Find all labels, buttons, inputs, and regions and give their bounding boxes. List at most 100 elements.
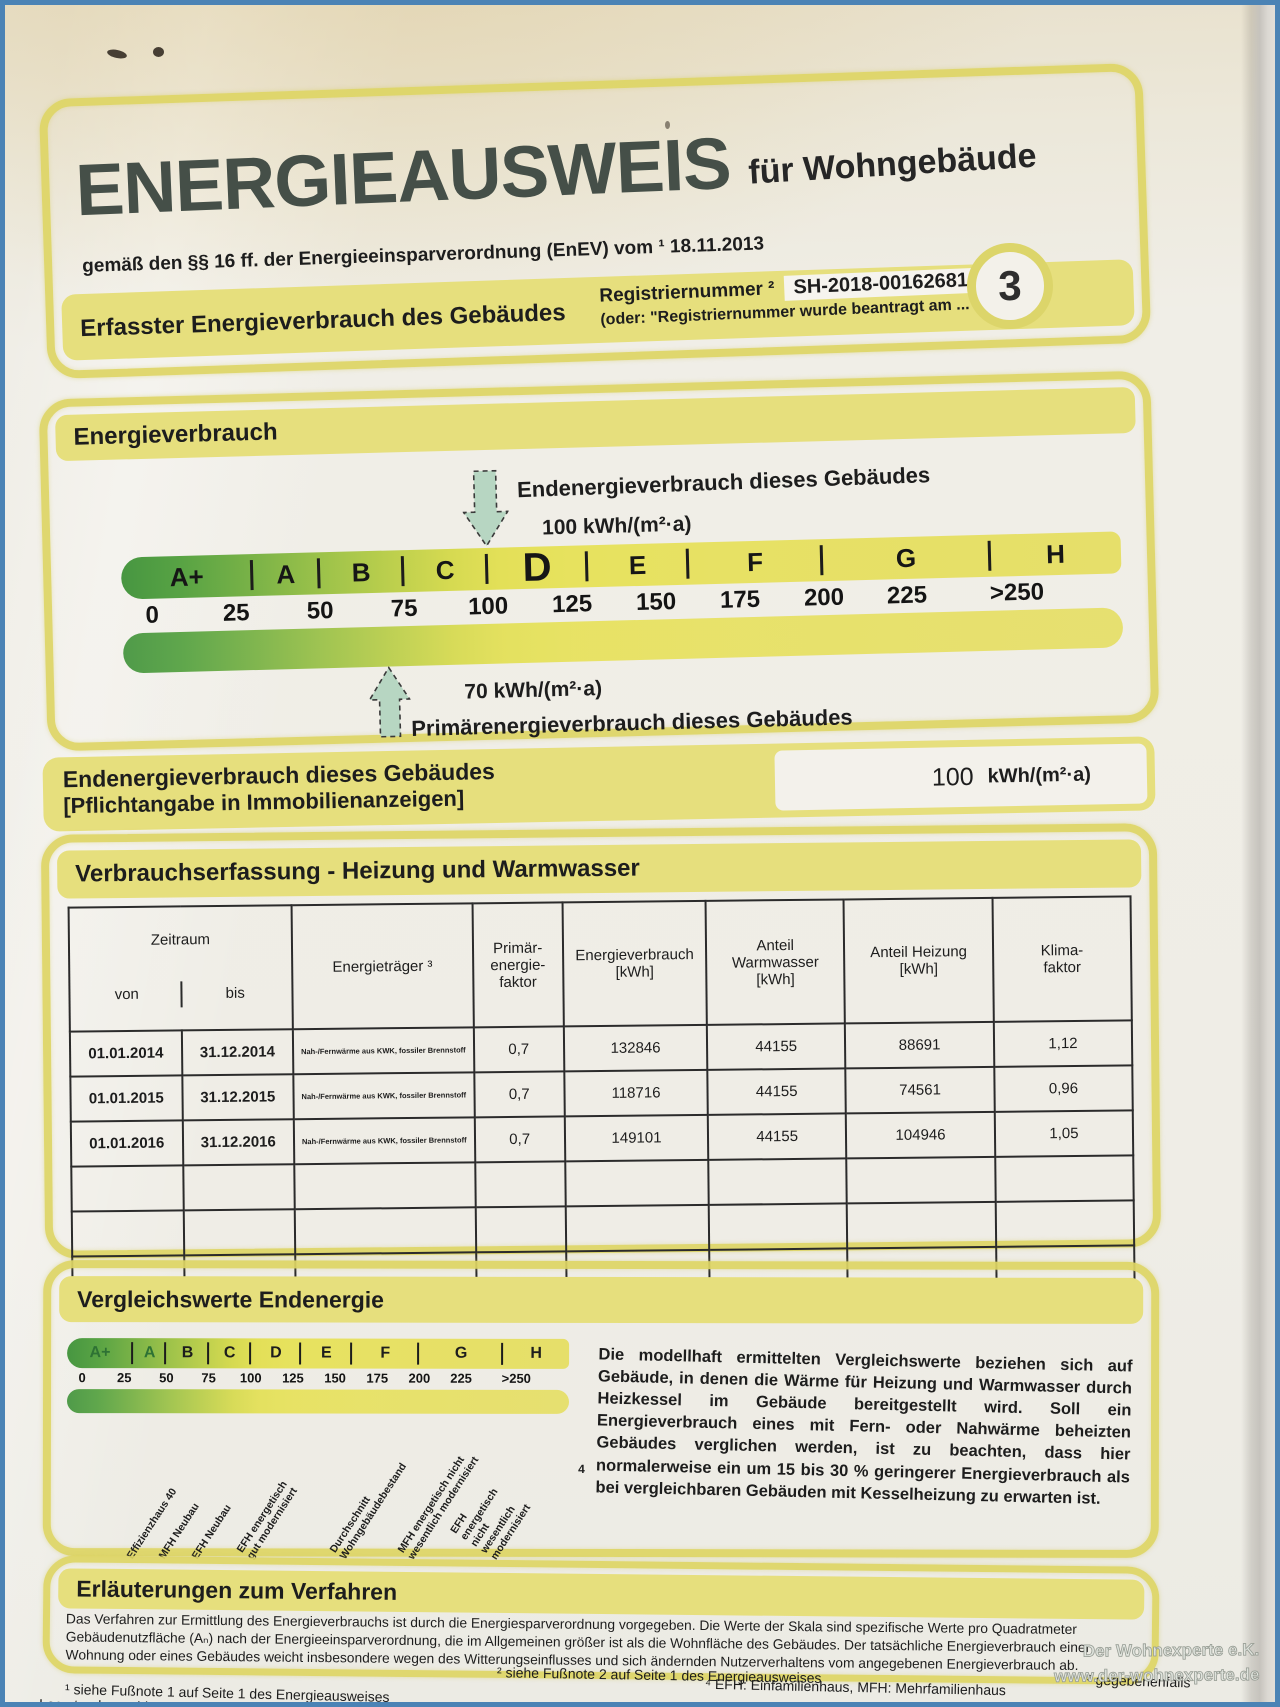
registration-label: Registriernummer ² <box>598 278 775 307</box>
comparison-class-bar: A+ A B C D E F G H <box>67 1338 570 1369</box>
cell-carrier: Nah-/Fernwärme aus KWK, fossiler Brennst… <box>292 1027 474 1075</box>
energy-class-segment: B <box>319 550 404 594</box>
cell-to: 31.12.2015 <box>181 1074 294 1121</box>
comparison-scale: A+ A B C D E F G H 0 25 50 75 100 125 150 175 200 225 >250 <box>66 1338 570 1414</box>
comparison-tick-value: 50 <box>159 1370 174 1386</box>
col-header-warm-water: Anteil Warmwasser [kWh] <box>705 899 846 1025</box>
comparison-tick-value: 75 <box>201 1370 216 1386</box>
energy-class-segment: F <box>688 539 823 584</box>
energy-class-segment: C <box>403 548 488 592</box>
cell-primary-factor: 0,7 <box>474 1116 566 1163</box>
energy-class-letter: B <box>351 556 371 587</box>
page-title-suffix: für Wohngebäude <box>747 136 1038 192</box>
comparison-class-segment: D <box>251 1338 301 1368</box>
cell-climate-factor: 1,12 <box>993 1020 1133 1067</box>
comparison-tick-value: 125 <box>282 1370 304 1386</box>
comparison-body: A+ A B C D E F G H 0 25 50 75 100 125 150 175 200 225 >250… <box>51 1330 1151 1569</box>
comparison-class-segment: A <box>133 1338 167 1368</box>
energy-consumption-section: Energieverbrauch Endenergieverbrauch die… <box>38 370 1160 752</box>
comparison-class-segment: C <box>209 1338 251 1368</box>
scale-tick-value: 125 <box>551 590 593 619</box>
energy-class-segment: D <box>487 545 588 590</box>
energy-class-letter: C <box>435 554 455 585</box>
col-header-carrier: Energieträger ³ <box>291 903 474 1030</box>
cell-from: 01.01.2016 <box>70 1120 183 1167</box>
cell-carrier: Nah-/Fernwärme aus KWK, fossiler Brennst… <box>293 1072 475 1120</box>
dust-speck <box>153 47 164 57</box>
comparison-tick-value: 100 <box>239 1370 262 1386</box>
scale-tick-value: 0 <box>145 601 160 629</box>
cell-primary-factor: 0,7 <box>473 1071 565 1118</box>
title-row: ENERGIEAUSWEIS für Wohngebäude <box>74 114 1038 232</box>
comparison-class-segment: B <box>166 1338 208 1368</box>
col-header-consumption: Energieverbrauch [kWh] <box>562 900 707 1027</box>
comparison-class-segment: G <box>419 1339 503 1369</box>
comparison-tick-value: 25 <box>117 1370 132 1386</box>
col-header-period: Zeitraum von bis <box>68 905 293 1032</box>
consumption-table: Zeitraum von bis Energieträger ³ Primär-… <box>68 895 1136 1302</box>
cell-from: 01.01.2015 <box>70 1075 183 1122</box>
header-section: ENERGIEAUSWEIS für Wohngebäude gemäß den… <box>38 62 1152 380</box>
comparison-paragraph: Die modellhaft ermittelten Vergleichswer… <box>595 1345 1133 1508</box>
scale-tick-value: >250 <box>989 578 1045 607</box>
comparison-markers: Effizienzhaus 40 MFH Neubau EFH Neubau EFH … <box>67 1415 569 1568</box>
end-energy-label: Endenergieverbrauch dieses Gebäudes <box>516 462 931 503</box>
energy-class-segment: E <box>587 543 689 588</box>
mandatory-value-box: 100 kWh/(m²·a) <box>774 743 1148 811</box>
mandatory-unit: kWh/(m²·a) <box>987 763 1092 788</box>
end-energy-value: 100 kWh/(m²·a) <box>541 512 692 540</box>
consumption-section-title: Verbrauchserfassung - Heizung und Warmwa… <box>56 839 1142 899</box>
energy-class-letter: F <box>746 546 764 577</box>
comparison-class-segment: H <box>503 1339 569 1369</box>
mandatory-label: Endenergieverbrauch dieses Gebäudes [Pfl… <box>63 758 496 819</box>
cell-consumption: 149101 <box>564 1114 709 1162</box>
cell-warm-water: 44155 <box>707 1068 846 1115</box>
cell-climate-factor: 1,05 <box>994 1110 1134 1157</box>
energy-class-segment: A <box>252 552 320 596</box>
comparison-marker-label: EFH energetisch gut modernisiert <box>234 1478 301 1562</box>
comparison-class-letter: E <box>320 1344 332 1362</box>
comparison-class-letter: F <box>380 1344 391 1362</box>
col-header-climate-factor: Klima- faktor <box>992 896 1132 1022</box>
energy-section-title: Energieverbrauch <box>54 386 1136 462</box>
comparison-class-letter: G <box>454 1344 468 1362</box>
period-subheaders: von bis <box>73 980 288 1009</box>
cell-from: 01.01.2014 <box>69 1030 182 1077</box>
comparison-class-letter: C <box>223 1344 236 1362</box>
energy-class-segment: G <box>822 535 991 581</box>
scale-tick-value: 175 <box>719 585 761 614</box>
energy-class-letter: A <box>275 558 296 589</box>
col-header-from: von <box>73 981 183 1009</box>
comparison-tick-value: 0 <box>78 1370 86 1386</box>
regulation-subtitle: gemäß den §§ 16 ff. der Energieeinsparve… <box>81 233 765 278</box>
cell-primary-factor: 0,7 <box>473 1026 565 1073</box>
comparison-scale-ticks: 0 25 50 75 100 125 150 175 200 225 >250 <box>67 1368 569 1390</box>
dust-speck <box>665 121 670 129</box>
comparison-class-letter: A+ <box>89 1344 111 1362</box>
scale-tick-value: 25 <box>222 599 250 627</box>
table-header-row: Zeitraum von bis Energieträger ³ Primär-… <box>68 896 1132 1032</box>
cell-consumption: 132846 <box>563 1024 708 1072</box>
comparison-tick-value: >250 <box>501 1370 531 1386</box>
comparison-section: Vergleichswerte Endenergie A+ A B C D E F G H 0 2… <box>42 1260 1160 1562</box>
comparison-tick-value: 200 <box>408 1370 431 1386</box>
cell-carrier: Nah-/Fernwärme aus KWK, fossiler Brennst… <box>293 1117 475 1165</box>
comparison-class-letter: B <box>181 1344 194 1362</box>
comparison-scale-area: A+ A B C D E F G H 0 25 50 75 100 125 150 175 200 225 >250… <box>66 1334 585 1568</box>
watermark-line2: www.der-wohnexperte.de <box>1053 1664 1260 1686</box>
energy-class-letter: D <box>522 544 553 590</box>
col-header-primary-factor: Primär- energie- faktor <box>472 902 564 1028</box>
comparison-class-letter: A <box>143 1344 156 1362</box>
comparison-section-title: Vergleichswerte Endenergie <box>59 1276 1144 1324</box>
col-header-heating: Anteil Heizung [kWh] <box>843 897 994 1024</box>
scale-tick-value: 150 <box>635 588 677 617</box>
end-energy-arrow-down-icon <box>462 469 510 548</box>
energy-class-segment: H <box>989 531 1121 576</box>
paper-edge <box>1241 5 1275 1702</box>
cell-consumption: 118716 <box>564 1069 708 1117</box>
cell-heating: 74561 <box>845 1066 995 1114</box>
page-title: ENERGIEAUSWEIS <box>74 122 733 232</box>
section-title: Erfasster Energieverbrauch des Gebäudes <box>79 299 567 343</box>
energy-class-letter: G <box>895 542 917 573</box>
